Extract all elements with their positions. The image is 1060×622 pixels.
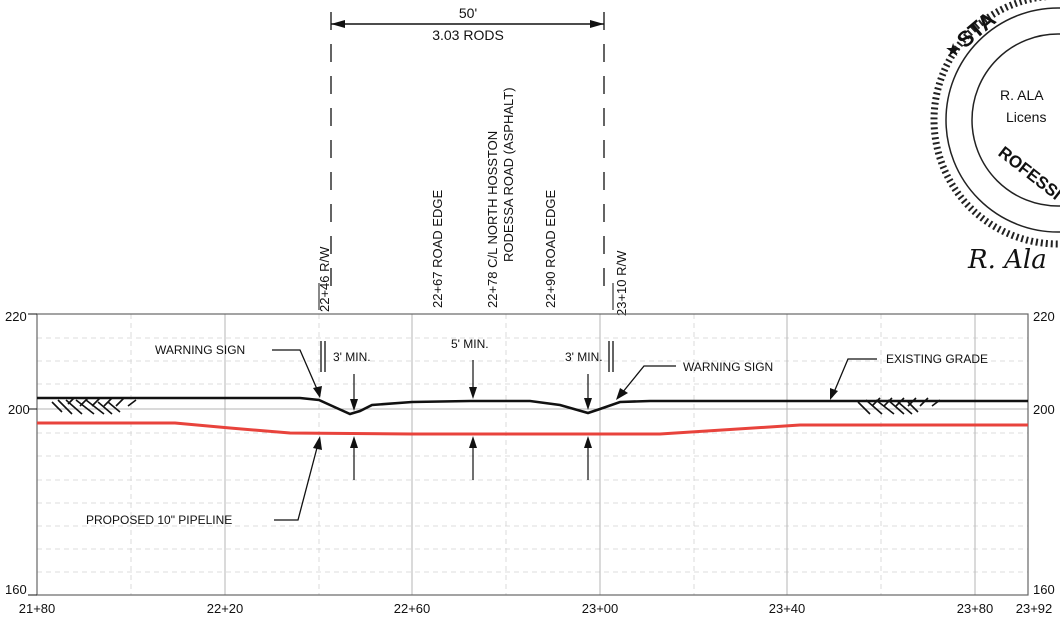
earth-hatch-left [51, 397, 137, 415]
elev-left-200: 200 [8, 402, 30, 417]
leader-existing-grade [831, 358, 877, 398]
seal-ring-1 [945, 7, 1060, 233]
seal-name: R. ALA [1000, 87, 1044, 103]
callout-existing-grade: EXISTING GRADE [886, 352, 988, 366]
seal-star-icon: ★ [945, 40, 961, 60]
elev-right-160: 160 [1033, 582, 1055, 597]
callout-proposed-pipeline: PROPOSED 10" PIPELINE [86, 513, 232, 527]
station-label-22-78-road-name: RODESSA ROAD (ASPHALT) [501, 87, 516, 262]
leader-warning-left [272, 349, 321, 397]
grid-minor-vertical [130, 314, 882, 595]
x-tick-23-92: 23+92 [1016, 601, 1053, 616]
callout-3ft-min-right: 3' MIN. [565, 350, 603, 364]
x-tick-22-60: 22+60 [394, 601, 431, 616]
leader-warning-right [617, 365, 676, 399]
callout-warning-sign-right: WARNING SIGN [683, 360, 773, 374]
station-labels: 22+46 R/W 22+67 ROAD EDGE 22+78 C/L NORT… [317, 87, 629, 316]
station-label-22-90-road-edge: 22+90 ROAD EDGE [543, 190, 558, 308]
elevation-axis-left: 220 200 160 [5, 309, 37, 597]
dimension-rods: 3.03 RODS [432, 27, 504, 43]
elev-right-200: 200 [1033, 402, 1055, 417]
elev-right-220: 220 [1033, 309, 1055, 324]
elev-left-220: 220 [5, 309, 27, 324]
leader-pipeline [274, 443, 319, 521]
dimension-block: 50' 3.03 RODS [330, 5, 605, 290]
station-axis: 21+80 22+20 22+60 23+00 23+40 23+80 23+9… [19, 601, 1053, 616]
station-label-22-78-centerline: 22+78 C/L NORTH HOSSTON [485, 131, 500, 308]
dimension-arrow-right [590, 20, 604, 28]
professional-seal: STA ★ R. ALA Licens ROFESSI R. Ala [930, 0, 1060, 275]
x-tick-23-00: 23+00 [582, 601, 619, 616]
callout-warning-sign-left: WARNING SIGN [155, 343, 245, 357]
elev-left-160: 160 [5, 582, 27, 597]
seal-professional-text: ROFESSI [995, 143, 1060, 204]
grid-frame [36, 313, 1029, 596]
grid-minor-horizontal [37, 337, 1028, 573]
elevation-axis-right: 220 200 160 [1033, 309, 1055, 597]
station-label-22-46-rw: 22+46 R/W [317, 246, 332, 312]
x-tick-22-20: 22+20 [207, 601, 244, 616]
seal-ring-2 [971, 33, 1060, 207]
existing-grade-line [37, 396, 1028, 416]
profile-grid [36, 313, 1029, 596]
x-tick-23-40: 23+40 [769, 601, 806, 616]
seal-license: Licens [1006, 109, 1046, 125]
station-label-22-67-road-edge: 22+67 ROAD EDGE [430, 190, 445, 308]
x-tick-21-80: 21+80 [19, 601, 56, 616]
x-tick-23-80: 23+80 [957, 601, 994, 616]
dimension-arrow-left [331, 20, 345, 28]
dimension-feet: 50' [459, 5, 477, 21]
station-label-23-10-rw: 23+10 R/W [614, 250, 629, 316]
callout-3ft-min-left: 3' MIN. [333, 350, 371, 364]
engineer-signature: R. Ala [967, 245, 1047, 275]
callout-5ft-min: 5' MIN. [451, 337, 489, 351]
proposed-pipeline-line [37, 421, 1028, 436]
callouts: WARNING SIGN 3' MIN. 5' MIN. 3' MIN. WAR… [86, 337, 988, 527]
grid-major [37, 314, 1028, 595]
